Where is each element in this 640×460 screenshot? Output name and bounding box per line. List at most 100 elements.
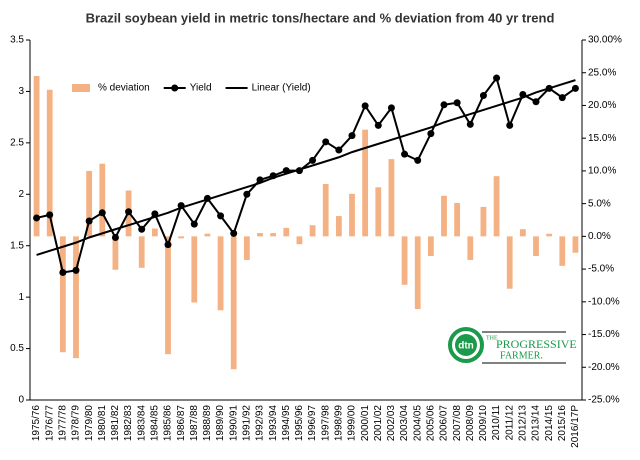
yield-marker xyxy=(374,121,382,129)
x-tick-label: 2009/10 xyxy=(478,405,489,442)
bar xyxy=(217,236,224,311)
x-tick-label: 1998/99 xyxy=(333,405,344,442)
bar xyxy=(414,236,421,310)
y2-tick-label: 15.0% xyxy=(588,133,616,144)
yield-marker xyxy=(361,102,369,110)
x-tick-label: 2004/05 xyxy=(412,405,423,442)
bar xyxy=(151,228,158,237)
x-tick-label: 2006/07 xyxy=(439,405,450,442)
logo-text: FARMER. xyxy=(500,350,543,361)
chart-title: Brazil soybean yield in metric tons/hect… xyxy=(86,10,555,25)
legend-label: Linear (Yield) xyxy=(252,83,311,94)
bar xyxy=(309,225,316,237)
yield-marker xyxy=(98,209,106,217)
yield-marker xyxy=(440,101,448,109)
yield-marker xyxy=(493,74,501,82)
logo-ring xyxy=(448,327,484,363)
y-tick-label: 0 xyxy=(18,395,24,406)
x-tick-label: 1985/86 xyxy=(163,405,174,442)
yield-marker xyxy=(125,208,133,216)
bar xyxy=(493,176,500,237)
legend-swatch xyxy=(171,84,179,92)
yield-marker xyxy=(453,99,461,107)
x-tick-label: 1999/00 xyxy=(347,405,358,442)
yield-marker xyxy=(387,104,395,112)
x-tick-label: 2000/01 xyxy=(360,405,371,442)
bar xyxy=(296,236,303,245)
bar xyxy=(73,236,79,359)
bar xyxy=(191,236,198,303)
y-tick-label: 3 xyxy=(18,86,24,97)
yield-marker xyxy=(309,156,317,164)
y-tick-label: 2.5 xyxy=(10,137,24,148)
yield-marker xyxy=(72,266,80,274)
x-tick-label: 2016/17P xyxy=(570,405,581,448)
yield-marker xyxy=(506,121,514,129)
x-tick-label: 1989/90 xyxy=(215,405,226,442)
y2-tick-label: 25.0% xyxy=(588,67,616,78)
x-tick-label: 1997/98 xyxy=(320,405,331,442)
yield-marker xyxy=(479,92,487,100)
yield-marker xyxy=(571,84,579,92)
bar xyxy=(243,236,250,260)
bar xyxy=(46,89,53,237)
y2-tick-label: -20.0% xyxy=(588,362,620,373)
x-tick-label: 2001/02 xyxy=(373,405,384,442)
x-tick-label: 1993/94 xyxy=(268,405,279,442)
x-tick-label: 2003/04 xyxy=(399,405,410,442)
bar xyxy=(467,236,474,260)
yield-marker xyxy=(190,220,198,228)
bar xyxy=(33,76,40,237)
yield-marker xyxy=(335,146,343,154)
logo-mark: dtn xyxy=(458,341,474,352)
yield-marker xyxy=(111,233,119,241)
yield-line xyxy=(36,75,577,274)
x-tick-label: 1992/93 xyxy=(255,405,266,442)
x-tick-label: 1986/87 xyxy=(176,405,187,442)
bar xyxy=(533,236,539,256)
bar xyxy=(572,236,579,253)
yield-marker xyxy=(164,241,172,249)
yield-marker xyxy=(217,212,225,220)
y-tick-label: 1 xyxy=(18,292,24,303)
y2-tick-label: 30.00% xyxy=(588,35,622,46)
x-tick-label: 1976/77 xyxy=(44,405,55,442)
yield-marker xyxy=(230,229,238,237)
y2-tick-label: -15.0% xyxy=(588,329,620,340)
yield-marker xyxy=(466,120,474,128)
yield-marker xyxy=(348,132,356,140)
bar xyxy=(322,184,329,237)
logo: dtn THE PROGRESSIVE FARMER. xyxy=(448,327,577,364)
logo-text: THE xyxy=(486,335,498,341)
x-tick-label: 1984/85 xyxy=(149,405,160,442)
bar xyxy=(559,236,566,266)
x-tick-label: 2010/11 xyxy=(491,405,502,441)
bar xyxy=(165,236,171,355)
legend-label: Yield xyxy=(190,83,212,94)
logo-text: PROGRESSIVE xyxy=(496,337,577,351)
bar xyxy=(204,233,211,237)
bar xyxy=(519,229,526,237)
y2-tick-label: 0.0% xyxy=(588,231,611,242)
bar xyxy=(138,236,145,268)
bar xyxy=(257,233,263,237)
bar xyxy=(112,236,119,270)
bar xyxy=(401,236,408,285)
legend-label: % deviation xyxy=(98,83,150,94)
bar xyxy=(270,233,277,237)
x-tick-label: 2005/06 xyxy=(425,405,436,442)
x-tick-label: 2002/03 xyxy=(386,405,397,442)
x-tick-label: 1990/91 xyxy=(228,405,239,442)
bar xyxy=(59,236,66,353)
trend-line xyxy=(36,79,576,256)
x-tick-label: 1991/92 xyxy=(241,405,252,442)
x-tick-label: 1982/83 xyxy=(123,405,134,442)
yield-marker xyxy=(33,214,41,222)
bar xyxy=(454,202,461,237)
y2-tick-label: -5.0% xyxy=(588,264,614,275)
x-tick-label: 2008/09 xyxy=(465,405,476,442)
x-tick-label: 1994/95 xyxy=(281,405,292,442)
yield-marker xyxy=(85,217,93,225)
x-tick-label: 1981/82 xyxy=(110,405,121,442)
